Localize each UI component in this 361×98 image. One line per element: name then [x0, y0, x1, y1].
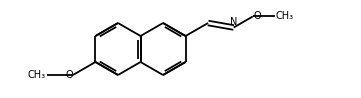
- Text: O: O: [66, 70, 74, 80]
- Text: N: N: [230, 17, 238, 27]
- Text: CH₃: CH₃: [276, 11, 294, 21]
- Text: O: O: [254, 11, 261, 21]
- Text: CH₃: CH₃: [28, 70, 46, 80]
